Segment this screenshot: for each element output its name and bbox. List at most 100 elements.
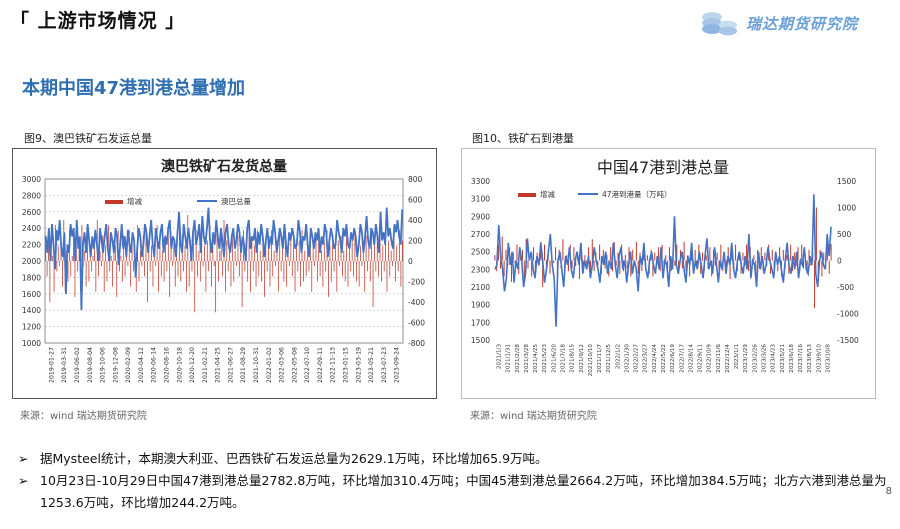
bar — [84, 250, 86, 261]
bar — [223, 220, 225, 261]
bar — [163, 261, 165, 282]
bar — [166, 261, 168, 272]
bar — [244, 261, 246, 272]
bar — [571, 260, 573, 269]
y-left-tick-label: 1900 — [471, 301, 490, 310]
bar — [112, 261, 113, 287]
bar — [652, 260, 654, 277]
x-tick-label: 2022/5/22 — [661, 344, 667, 373]
bar — [386, 261, 388, 292]
x-tick-label: 2021/6/20 — [551, 344, 557, 373]
bar — [335, 245, 336, 262]
y-left-tick-label: 2900 — [471, 212, 490, 221]
bar — [67, 261, 69, 282]
bar — [328, 261, 329, 297]
y-left-tick-label: 2400 — [22, 224, 41, 233]
bar — [700, 260, 702, 274]
y-right-tick-label: 800 — [408, 175, 423, 184]
x-tick-label: 2021/8/15 — [570, 344, 576, 373]
bar — [56, 261, 58, 272]
bar — [382, 245, 384, 262]
bar — [610, 247, 612, 261]
bar — [361, 261, 363, 267]
bar — [160, 261, 162, 277]
bar — [188, 261, 190, 287]
bar — [501, 236, 503, 261]
summary-bullets: ➢ 据Mysteel统计，本期澳大利亚、巴西铁矿石发运总量为2629.1万吨，环… — [18, 448, 888, 514]
bar — [562, 239, 564, 261]
bar — [828, 260, 830, 274]
legend-label: 增减 — [127, 196, 142, 206]
bar — [85, 261, 87, 287]
y-right-tick-label: 200 — [408, 237, 423, 246]
x-tick-label: 2023/10/8 — [825, 344, 831, 373]
bar — [173, 240, 175, 261]
bar — [578, 260, 580, 280]
bar — [830, 244, 832, 261]
series-line — [494, 194, 832, 327]
bar — [632, 249, 634, 261]
bar — [250, 261, 251, 292]
y-left-tick-label: 1400 — [22, 306, 41, 315]
bar — [211, 261, 212, 287]
chart-panel-2: 中国47港到港总量 3300 3100 2900 2700 2500 2300 2100 190… — [461, 148, 876, 399]
y-right-tick-label: -500 — [837, 283, 854, 292]
y-left-tick-label: 2000 — [22, 257, 41, 266]
x-tick-label: 2020-08-16 — [163, 347, 170, 383]
bar — [127, 261, 129, 267]
bar — [145, 230, 147, 261]
x-tick-label: 2022-11-13 — [330, 347, 337, 383]
bar — [294, 261, 296, 292]
y-right-tick-label: 500 — [837, 230, 852, 239]
bar — [52, 255, 54, 262]
legend-label: 澳巴总量 — [221, 196, 251, 206]
bar — [241, 261, 243, 308]
bar — [588, 247, 590, 261]
bar — [512, 252, 514, 261]
bar — [679, 249, 681, 261]
bar — [59, 261, 61, 267]
bar — [769, 260, 771, 274]
y-left-tick-label: 3000 — [22, 175, 41, 184]
bar — [252, 261, 254, 272]
x-tick-label: 2022/9/11 — [698, 344, 704, 373]
y-left-tick-label: 1600 — [22, 290, 41, 299]
bar — [101, 261, 102, 267]
x-tick-label: 2023-01-15 — [342, 347, 349, 383]
figure-9-label: 图9、澳巴铁矿石发运总量 — [24, 132, 152, 145]
bar — [231, 230, 233, 261]
bar — [494, 255, 496, 261]
bar — [378, 261, 380, 277]
bar — [238, 261, 240, 277]
bar — [823, 252, 825, 261]
bar — [205, 261, 207, 292]
bar — [665, 255, 667, 261]
x-tick-label: 2023/1/29 — [743, 344, 749, 373]
bar — [358, 261, 360, 287]
bar — [230, 261, 232, 287]
bar — [542, 260, 544, 287]
bar — [674, 260, 676, 266]
bar — [141, 261, 143, 267]
bar — [593, 260, 595, 272]
bar — [696, 260, 698, 266]
bar — [130, 261, 132, 287]
x-tick-label: 2022/11/6 — [716, 344, 722, 373]
bar — [92, 255, 94, 262]
bar — [604, 260, 606, 269]
bullet-item: ➢ 10月23日-10月29日中国47港到港总量2782.8万吨，环比增加310… — [18, 470, 888, 514]
bar — [291, 261, 293, 277]
y-right-tick-label: 1000 — [837, 204, 856, 213]
bar — [167, 230, 169, 261]
bar — [286, 261, 288, 287]
bar — [275, 261, 276, 267]
bar — [283, 261, 285, 282]
bar — [308, 261, 310, 272]
y-right-tick-label: 400 — [408, 216, 423, 225]
bar — [265, 245, 267, 262]
bar — [95, 261, 97, 292]
bar — [152, 261, 154, 287]
legend-label: 增减 — [540, 189, 555, 199]
y-left-tick-label: 1800 — [22, 273, 41, 282]
bar — [746, 244, 748, 261]
